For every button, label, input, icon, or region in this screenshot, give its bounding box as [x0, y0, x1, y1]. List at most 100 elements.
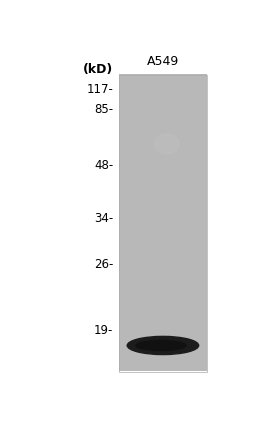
Bar [119, 134, 207, 135]
Bar [119, 232, 207, 233]
Bar [119, 333, 207, 334]
Bar [119, 229, 207, 230]
Bar [119, 156, 207, 157]
Bar [119, 299, 207, 301]
Bar [119, 197, 207, 199]
Bar [119, 239, 207, 240]
Bar [119, 121, 207, 122]
Bar [119, 338, 207, 339]
Bar [119, 107, 207, 108]
Bar [119, 360, 207, 361]
Bar [119, 78, 207, 79]
Bar [119, 292, 207, 293]
Bar [119, 215, 207, 216]
Bar [119, 272, 207, 273]
Bar [119, 103, 207, 104]
Bar [119, 174, 207, 175]
Bar [119, 117, 207, 118]
Bar [119, 138, 207, 139]
Bar [119, 233, 207, 234]
Bar [119, 190, 207, 191]
Bar [119, 163, 207, 164]
Bar [119, 90, 207, 91]
Bar [119, 144, 207, 145]
Bar [119, 95, 207, 97]
Bar [119, 263, 207, 264]
Bar [119, 75, 207, 372]
Bar [119, 131, 207, 132]
Bar [119, 325, 207, 326]
Bar [119, 286, 207, 287]
Bar [119, 143, 207, 144]
Bar [119, 108, 207, 109]
Bar [119, 253, 207, 254]
Bar [119, 235, 207, 236]
Bar [119, 274, 207, 275]
Bar [119, 279, 207, 280]
Bar [119, 170, 207, 171]
Bar [119, 281, 207, 282]
Bar [119, 127, 207, 128]
Bar [119, 359, 207, 360]
Bar [119, 363, 207, 364]
Bar [119, 230, 207, 231]
Bar [119, 345, 207, 346]
Bar [119, 342, 207, 343]
Bar [119, 168, 207, 169]
Bar [119, 280, 207, 281]
Bar [119, 149, 207, 150]
Bar [119, 74, 207, 75]
Bar [119, 88, 207, 90]
Bar [119, 324, 207, 325]
Bar [119, 130, 207, 131]
Bar [119, 221, 207, 222]
Bar [119, 183, 207, 184]
Bar [119, 120, 207, 121]
Text: 19-: 19- [94, 324, 113, 337]
Bar [119, 148, 207, 149]
Bar [119, 79, 207, 81]
Bar [119, 109, 207, 110]
Bar [119, 157, 207, 158]
Bar [119, 246, 207, 247]
Bar [119, 97, 207, 98]
Bar [119, 348, 207, 349]
Bar [119, 216, 207, 218]
Bar [119, 100, 207, 101]
Bar [119, 349, 207, 350]
Bar [119, 357, 207, 358]
Text: 34-: 34- [94, 212, 113, 225]
Bar [119, 213, 207, 214]
Bar [119, 77, 207, 78]
Bar [119, 206, 207, 207]
Bar [119, 104, 207, 106]
Bar [119, 367, 207, 368]
Bar [119, 320, 207, 321]
Bar [119, 125, 207, 126]
Bar [119, 135, 207, 136]
Bar [119, 306, 207, 308]
Bar [119, 118, 207, 119]
Bar [119, 332, 207, 333]
Bar [119, 178, 207, 180]
Bar [119, 111, 207, 112]
Bar [119, 226, 207, 227]
Bar [119, 171, 207, 172]
Bar [119, 203, 207, 205]
Bar [119, 200, 207, 202]
Text: 85-: 85- [94, 103, 113, 116]
Bar [119, 252, 207, 253]
Bar [119, 112, 207, 113]
Bar [119, 101, 207, 103]
Bar [119, 244, 207, 245]
Bar [119, 275, 207, 276]
Bar [119, 270, 207, 271]
Text: 48-: 48- [94, 159, 113, 172]
Bar [119, 166, 207, 167]
Bar [119, 328, 207, 329]
Text: 26-: 26- [94, 258, 113, 271]
Bar [119, 153, 207, 154]
Bar [119, 323, 207, 324]
Bar [119, 237, 207, 238]
Bar [119, 128, 207, 129]
